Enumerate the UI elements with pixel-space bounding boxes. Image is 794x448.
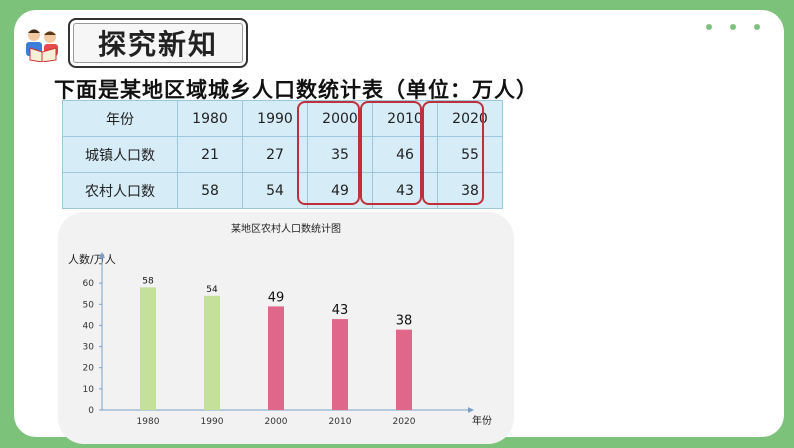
population-table: 年份 1980 1990 2000 2010 2020 城镇人口数 21 27 … [62, 100, 503, 209]
bar-chart: 某地区农村人口数统计图 人数/万人 年份 0 10 20 30 40 50 60 58 198… [68, 222, 492, 427]
page-title-text: 探究新知 [97, 28, 218, 61]
table-row: 年份 1980 1990 2000 2010 2020 [62, 100, 503, 137]
table-cell: 1980 [177, 100, 243, 137]
page-title: 探究新知 [68, 18, 248, 68]
table-cell: 55 [437, 136, 503, 173]
chart-panel: 某地区农村人口数统计图 人数/万人 年份 0 10 20 30 40 50 60 58 198… [58, 212, 514, 444]
bar-value-label: 43 [332, 303, 349, 318]
table-cell: 58 [177, 172, 243, 209]
table-row: 农村人口数 58 54 49 43 38 [62, 172, 503, 209]
x-tick-label: 2010 [329, 417, 352, 427]
x-axis-label: 年份 [472, 414, 492, 427]
bar-value-label: 38 [396, 314, 413, 329]
bar-2010 [332, 319, 348, 410]
bar-1980 [140, 287, 156, 410]
table-cell: 43 [372, 172, 438, 209]
table-cell: 46 [372, 136, 438, 173]
highlight-2000 [297, 101, 360, 205]
highlight-2020 [422, 101, 484, 205]
x-tick-label: 1980 [137, 417, 160, 427]
y-tick-label: 50 [83, 300, 95, 310]
table-cell: 2020 [437, 100, 503, 137]
decorative-dots [706, 24, 760, 30]
bar-2000 [268, 306, 284, 410]
y-axis-arrow [99, 252, 105, 258]
bar-value-label: 49 [268, 290, 285, 305]
reading-children-icon [26, 29, 58, 62]
x-axis-arrow [468, 407, 474, 413]
table-row-label: 城镇人口数 [62, 136, 178, 173]
table-cell: 38 [437, 172, 503, 209]
question-text: 下面是某地区域城乡人口数统计表（单位：万人） [54, 78, 538, 102]
table-row: 城镇人口数 21 27 35 46 55 [62, 136, 503, 173]
y-tick-label: 60 [83, 279, 95, 289]
highlight-2010 [360, 101, 422, 205]
y-axis-label: 人数/万人 [68, 253, 116, 266]
table-header-cell: 年份 [62, 100, 178, 137]
y-tick-label: 10 [83, 385, 95, 395]
bar-value-label: 58 [142, 276, 154, 286]
y-tick-label: 40 [83, 321, 95, 331]
y-tick-label: 30 [83, 343, 95, 353]
chart-title: 某地区农村人口数统计图 [231, 222, 341, 235]
table-row-label: 农村人口数 [62, 172, 178, 209]
y-tick-label: 20 [83, 364, 95, 374]
x-tick-label: 1990 [201, 417, 224, 427]
x-tick-label: 2000 [265, 417, 288, 427]
table-cell: 21 [177, 136, 243, 173]
y-tick-label: 0 [88, 406, 94, 416]
bar-value-label: 54 [206, 285, 218, 295]
x-tick-label: 2020 [393, 417, 416, 427]
bar-2020 [396, 329, 412, 410]
table-cell: 54 [242, 172, 308, 209]
bar-1990 [204, 295, 220, 410]
